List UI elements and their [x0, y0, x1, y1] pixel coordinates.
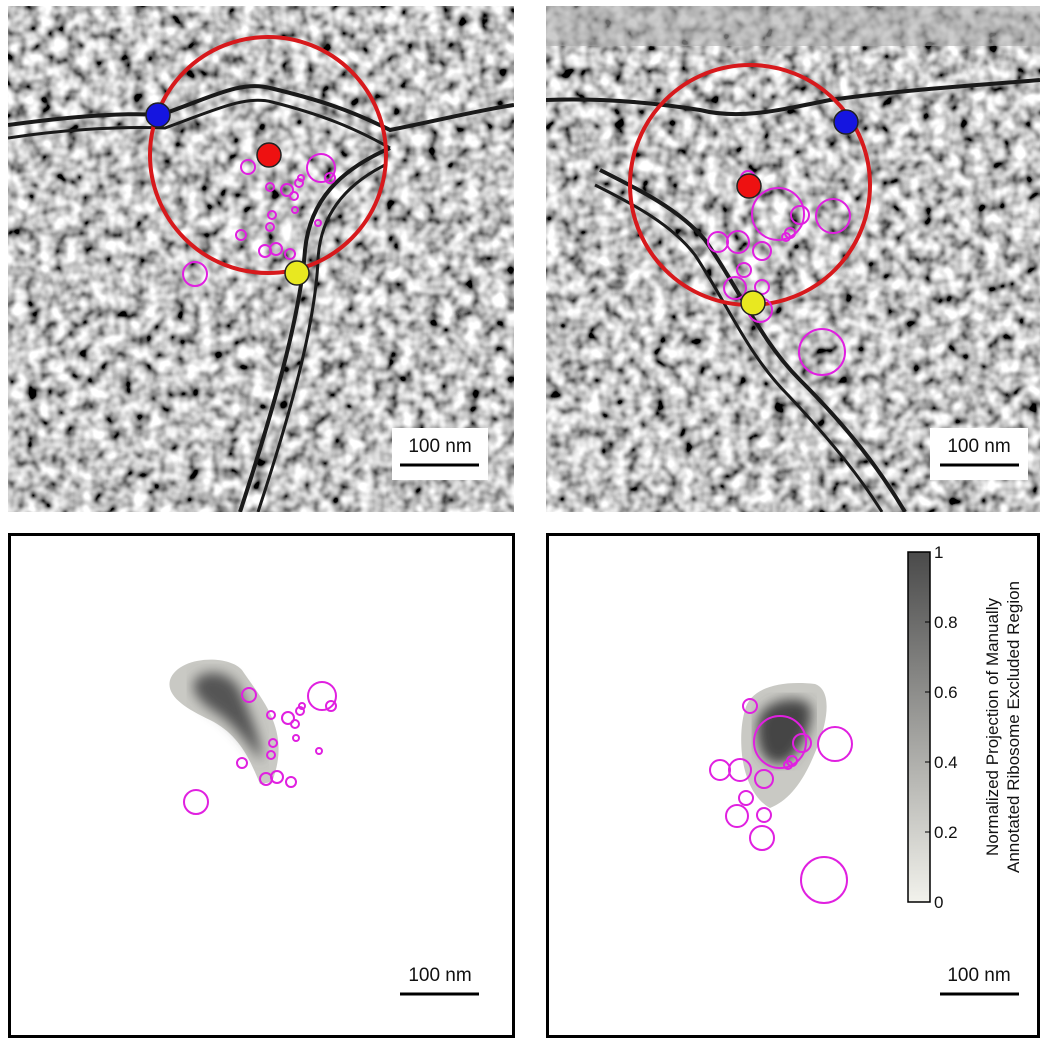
colorbar-tick-label: 1 [934, 543, 943, 562]
edge-haze [546, 6, 1040, 46]
figure: 100 nm 100 nm 100 nm 100 nm Normalized P… [0, 0, 1042, 1041]
marker-dot [146, 103, 170, 127]
colorbar-tick-label: 0.6 [934, 683, 958, 702]
colorbar-label: Annotated Ribosome Excluded Region [1004, 581, 1023, 873]
colorbar-tick-label: 0.8 [934, 613, 958, 632]
colorbar-ramp [908, 552, 930, 902]
marker-dot [257, 143, 281, 167]
colorbar-tick-label: 0.4 [934, 753, 958, 772]
marker-dot [834, 110, 858, 134]
colorbar-label: Normalized Projection of Manually [983, 598, 1002, 856]
marker-dot [285, 261, 309, 285]
colorbar-tick-label: 0.2 [934, 823, 958, 842]
scale-label: 100 nm [408, 436, 471, 457]
marker-dot [737, 174, 761, 198]
colorbar-tick-label: 0 [934, 893, 943, 912]
panel-frame [10, 535, 514, 1037]
scale-label: 100 nm [947, 965, 1010, 986]
scale-label: 100 nm [408, 965, 471, 986]
marker-dot [741, 291, 765, 315]
scale-label: 100 nm [947, 436, 1010, 457]
